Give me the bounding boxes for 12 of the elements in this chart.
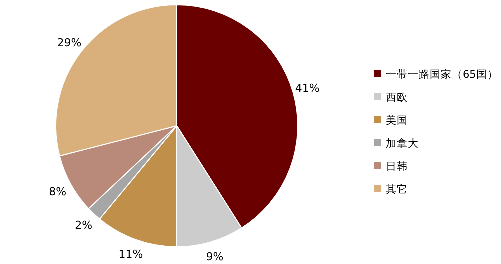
- legend-label: 日韩: [386, 160, 408, 173]
- legend-label: 加拿大: [386, 137, 419, 150]
- data-label: 8%: [49, 186, 67, 199]
- legend-label: 一带一路国家（65国）: [386, 68, 498, 81]
- data-label: 2%: [75, 219, 93, 232]
- data-label: 11%: [118, 248, 144, 261]
- legend-label: 其它: [386, 183, 408, 196]
- data-label: 9%: [206, 250, 224, 264]
- data-label: 29%: [57, 36, 82, 50]
- data-label: 41%: [295, 82, 320, 96]
- legend-label: 西欧: [386, 92, 408, 104]
- legend-label: 美国: [386, 114, 408, 127]
